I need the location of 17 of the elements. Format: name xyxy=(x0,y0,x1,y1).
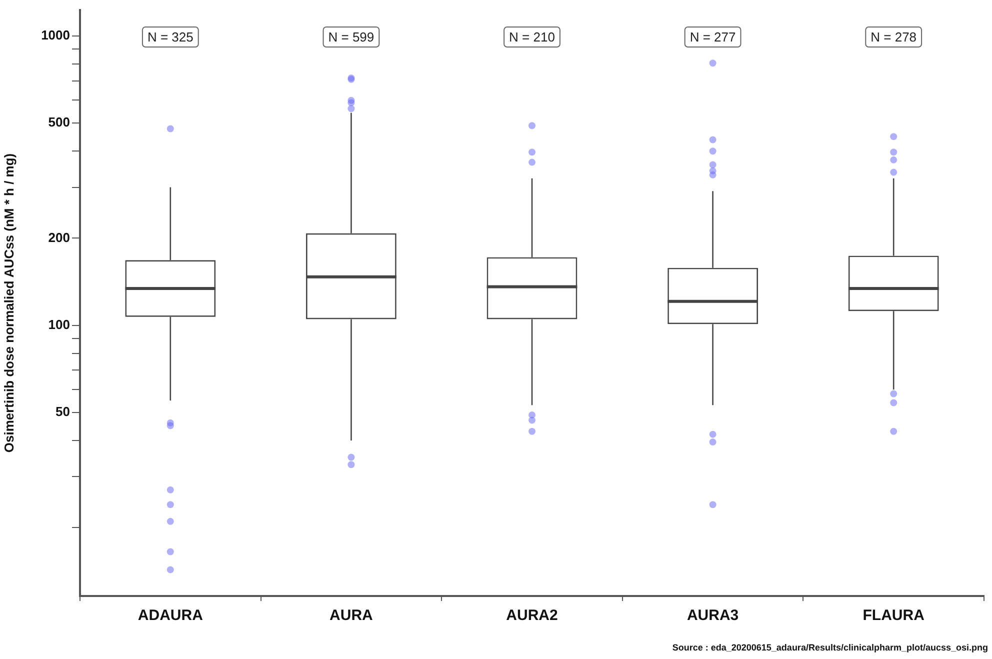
source-note: Source : eda_20200615_adaura/Results/clinicalpharm_plot/aucss_osi.png xyxy=(672,642,988,652)
x-tick-label: AURA2 xyxy=(506,607,558,624)
y-tick-label: 200 xyxy=(48,230,70,245)
y-axis-title: Osimertinib dose normalied AUCss (nM * h / mg) xyxy=(1,153,16,453)
annotation: N = 325 xyxy=(147,30,194,45)
x-tick-label: AURA xyxy=(330,607,374,624)
annotation: N = 599 xyxy=(328,30,374,45)
x-tick-label: ADAURA xyxy=(138,607,204,624)
y-tick-label: 100 xyxy=(48,316,70,332)
annotation: N = 278 xyxy=(870,30,917,45)
y-tick-label: 1000 xyxy=(41,28,70,43)
annotation: N = 277 xyxy=(690,30,736,45)
y-tick-label: 500 xyxy=(48,114,70,130)
annotation: N = 210 xyxy=(509,30,555,45)
y-tick-label: 50 xyxy=(56,404,70,419)
x-tick-label: AURA3 xyxy=(686,607,739,624)
x-tick-label: FLAURA xyxy=(862,607,925,624)
